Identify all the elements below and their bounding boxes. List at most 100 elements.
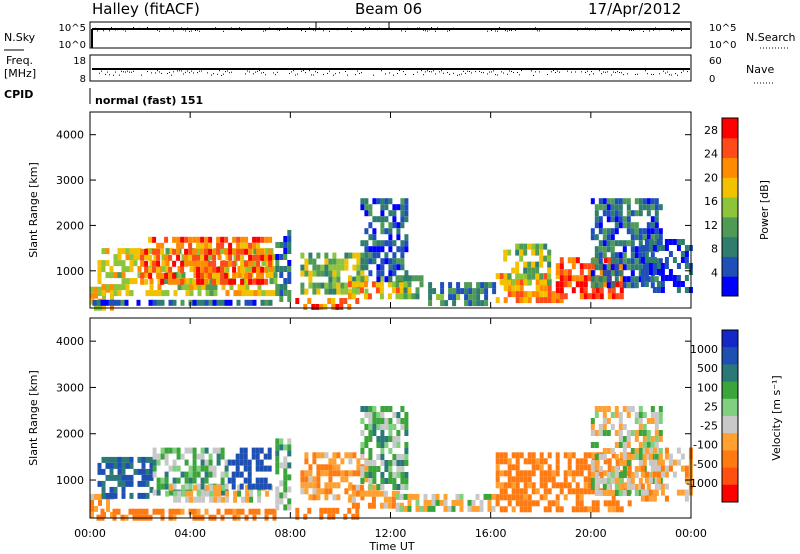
heatmap-cell [507, 249, 512, 256]
heatmap-cell [503, 285, 508, 292]
heatmap-cell [184, 447, 189, 454]
heatmap-cell [644, 447, 649, 454]
heatmap-cell [380, 246, 385, 253]
heatmap-cell [192, 459, 197, 466]
x-tick-label: 04:00 [174, 527, 206, 540]
heatmap-cell [555, 263, 560, 270]
heatmap-cell [395, 490, 400, 497]
heatmap-cell [279, 462, 284, 469]
heatmap-cell [451, 505, 456, 512]
heatmap-cell [204, 278, 209, 285]
heatmap-cell [287, 296, 292, 302]
heatmap-cell [287, 248, 292, 254]
heatmap-cell [400, 406, 405, 412]
heatmap-cell [618, 430, 623, 436]
heatmap-cell [680, 239, 685, 245]
heatmap-cell [400, 264, 405, 271]
colorbar-swatch [722, 137, 738, 159]
heatmap-cell [630, 270, 635, 277]
heatmap-cell [531, 243, 536, 250]
heatmap-cell [251, 483, 256, 490]
heatmap-cell [619, 281, 624, 288]
heatmap-cell [388, 240, 393, 247]
heatmap-cell [303, 513, 308, 520]
heatmap-cell [152, 465, 157, 472]
heatmap-cell [391, 281, 396, 288]
heatmap-cell [141, 462, 146, 469]
heatmap-cell [595, 287, 600, 294]
heatmap-cell [101, 248, 106, 255]
heatmap-cell [144, 266, 149, 273]
heatmap-cell [94, 505, 98, 512]
heatmap-cell [172, 236, 177, 243]
heatmap-cell [456, 294, 461, 301]
heatmap-cell [348, 470, 353, 477]
heatmap-cell [388, 430, 393, 436]
heatmap-cell [590, 442, 595, 448]
heatmap-cell [189, 278, 194, 285]
scatter-dot [593, 73, 594, 75]
heatmap-cell [268, 254, 273, 261]
heatmap-cell [168, 465, 173, 472]
colorbar-tick-label: 12 [704, 219, 718, 232]
heatmap-cell [257, 290, 262, 297]
heatmap-cell [239, 453, 244, 460]
heatmap-cell [205, 290, 210, 297]
scatter-dot [487, 73, 488, 75]
heatmap-cell [575, 500, 580, 507]
heatmap-cell [156, 260, 161, 267]
scatter-dot [461, 73, 462, 75]
heatmap-cell [614, 222, 619, 229]
heatmap-cell [400, 252, 405, 259]
heatmap-cell [523, 488, 528, 495]
heatmap-cell [403, 293, 408, 300]
heatmap-cell [283, 254, 288, 260]
heatmap-cell [212, 266, 217, 273]
heatmap-cell [594, 216, 599, 223]
heatmap-cell [464, 300, 469, 307]
scatter-dot [291, 71, 292, 73]
heatmap-cell [172, 299, 177, 306]
heatmap-cell [145, 290, 150, 297]
heatmap-cell [259, 483, 264, 490]
heatmap-cell [269, 290, 274, 297]
heatmap-cell [650, 216, 655, 223]
heatmap-cell [650, 466, 655, 472]
heatmap-cell [467, 505, 472, 512]
scatter-dot [621, 27, 622, 29]
heatmap-cell [400, 454, 405, 460]
heatmap-cell [602, 252, 607, 259]
y-tick-label: 1000 [56, 265, 84, 278]
heatmap-cell [547, 476, 552, 483]
heatmap-cell [619, 275, 624, 282]
heatmap-cell [535, 243, 540, 250]
heatmap-cell [263, 465, 268, 472]
velocity-ylabel: Slant Range [km] [27, 370, 40, 466]
heatmap-cell [243, 465, 248, 472]
heatmap-cell [535, 273, 540, 280]
heatmap-cell [380, 412, 385, 418]
heatmap-cell [658, 484, 663, 490]
heatmap-cell [212, 447, 217, 454]
scatter-dot [619, 29, 620, 31]
heatmap-cell [547, 470, 552, 477]
heatmap-cell [668, 239, 673, 245]
heatmap-cell [668, 269, 673, 275]
heatmap-cell [487, 493, 492, 500]
heatmap-cell [606, 210, 611, 217]
heatmap-cell [464, 294, 469, 301]
heatmap-cell [117, 272, 122, 279]
heatmap-cell [396, 466, 401, 472]
heatmap-cell [684, 465, 689, 472]
heatmap-cell [439, 499, 444, 506]
heatmap-cell [245, 266, 250, 273]
heatmap-cell [614, 442, 619, 448]
heatmap-cell [364, 288, 369, 295]
heatmap-cell [376, 454, 381, 460]
heatmap-cell [176, 242, 181, 249]
heatmap-cell [336, 288, 341, 295]
heatmap-cell [160, 242, 165, 249]
heatmap-cell [606, 234, 611, 241]
heatmap-cell [376, 484, 381, 490]
heatmap-cell [236, 242, 241, 249]
